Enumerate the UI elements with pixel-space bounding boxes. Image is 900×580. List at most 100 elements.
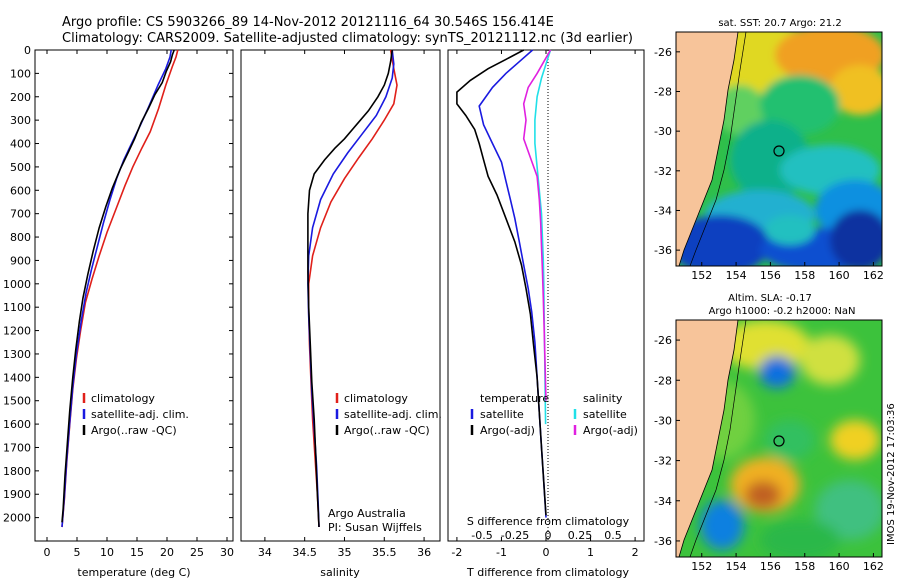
imos-stamp: IMOS 19-Nov-2012 17:03:36	[886, 403, 897, 545]
x-tick-label: 20	[160, 546, 174, 559]
map-y-tick-label: -34	[654, 495, 672, 508]
salinity-legend: climatology satellite-adj. clim. Argo(..…	[335, 392, 442, 437]
sst-map-isobath	[689, 32, 747, 266]
x-tick-label: 34	[258, 546, 272, 559]
legend-label-satellite: satellite-adj. clim.	[344, 408, 442, 421]
depth-tick-label: 200	[10, 91, 31, 104]
series-line-s-argo-adj-	[522, 49, 552, 401]
sla-map-land	[676, 320, 739, 557]
map-x-tick-label: 158	[794, 560, 815, 573]
map-y-tick-label: -28	[654, 374, 672, 387]
depth-tick-label: 1500	[3, 395, 31, 408]
legend-label-s-argo: Argo(-adj)	[583, 424, 638, 437]
x-tick-label: 35.5	[372, 546, 397, 559]
salinity-axes-box	[240, 49, 441, 542]
legend-label-s-satellite: satellite	[583, 408, 627, 421]
depth-tick-label: 400	[10, 138, 31, 151]
depth-tick-label: 1800	[3, 465, 31, 478]
sla-map-title: Altim. SLA: -0.17	[728, 293, 812, 304]
sla-map-panel: Altim. SLA: -0.17 Argo h1000: -0.2 h2000…	[654, 293, 884, 573]
s-diff-tick-label: 0	[545, 529, 552, 542]
series-line-satellite-adj-clim-	[61, 49, 172, 528]
sst-map-frame	[675, 31, 883, 267]
sst-map-land	[676, 32, 739, 266]
x-tick-label: -2	[451, 546, 462, 559]
x-tick-label: 2	[632, 546, 639, 559]
x-tick-label: 15	[130, 546, 144, 559]
x-tick-label: 10	[100, 546, 114, 559]
series-line-climatology	[307, 49, 398, 528]
salinity-note-1: Argo Australia	[328, 507, 406, 520]
series-line-t-argo-adj-	[456, 49, 547, 516]
s-diff-tick-label: 0.5	[604, 529, 622, 542]
x-tick-label: 35	[337, 546, 351, 559]
depth-tick-label: 900	[10, 254, 31, 267]
x-tick-label: 1	[587, 546, 594, 559]
sla-map-isobath	[689, 320, 747, 557]
map-x-tick-label: 154	[726, 560, 747, 573]
difference-legend: temperature salinity satellite Argo(-adj…	[470, 392, 638, 437]
map-y-tick-label: -26	[654, 334, 672, 347]
depth-tick-label: 1400	[3, 371, 31, 384]
map-y-tick-label: -26	[654, 46, 672, 59]
salinity-xlabel: salinity	[320, 566, 360, 579]
sst-map-axes: 152 154 156 158 160 162 -26 -28 -30 -32 -34 -36	[654, 46, 884, 282]
map-y-tick-label: -32	[654, 455, 672, 468]
s-diff-tick-label: -0.25	[501, 529, 529, 542]
sla-map-subtitle: Argo h1000: -0.2 h2000: NaN	[709, 306, 856, 317]
x-tick-label: -1	[496, 546, 507, 559]
legend-title-salinity: salinity	[583, 392, 623, 405]
s-diff-tick-label: 0.25	[568, 529, 593, 542]
x-tick-label: 34.5	[292, 546, 317, 559]
sst-map-field	[676, 32, 882, 266]
map-y-tick-label: -36	[654, 535, 672, 548]
legend-label-argo: Argo(..raw -QC)	[91, 424, 177, 437]
map-x-tick-label: 152	[691, 560, 712, 573]
x-tick-label: 25	[190, 546, 204, 559]
depth-tick-label: 0	[24, 44, 31, 57]
map-y-tick-label: -30	[654, 125, 672, 138]
depth-tick-label: 800	[10, 231, 31, 244]
difference-axes-box	[447, 49, 645, 542]
sla-map-frame	[675, 319, 883, 558]
sla-map-argo-marker	[773, 435, 785, 447]
map-x-tick-label: 160	[829, 560, 850, 573]
sst-map-argo-marker	[773, 145, 785, 157]
legend-label-climatology: climatology	[91, 392, 155, 405]
header-line1: Argo profile: CS 5903266_89 14-Nov-2012 …	[62, 15, 554, 30]
salinity-difference-axis: -0.5 -0.25 0 0.25 0.5	[471, 529, 621, 542]
x-tick-label: 36	[417, 546, 431, 559]
depth-tick-label: 300	[10, 114, 31, 127]
depth-tick-label: 1200	[3, 325, 31, 338]
x-tick-label: 5	[74, 546, 81, 559]
legend-title-temperature: temperature	[480, 392, 549, 405]
difference-panel: -2 -1 0 1 2 -0.5 -0.25 0 0.25 0.5 temperature sa…	[447, 49, 645, 579]
map-y-tick-label: -28	[654, 85, 672, 98]
sst-map-panel: sat. SST: 20.7 Argo: 21.2	[654, 18, 884, 282]
depth-tick-label: 1900	[3, 488, 31, 501]
salinity-note-2: PI: Susan Wijffels	[328, 521, 422, 534]
map-x-tick-label: 158	[794, 269, 815, 282]
difference-x-axis: -2 -1 0 1 2	[451, 50, 639, 559]
salinity-panel: 34 34.5 35 35.5 36 climatology satellite-adj…	[240, 49, 442, 579]
x-tick-label: 0	[44, 546, 51, 559]
series-line-argo-raw-qc-	[61, 49, 175, 523]
s-diff-tick-label: -0.5	[471, 529, 492, 542]
legend-label-climatology: climatology	[344, 392, 408, 405]
difference-series	[456, 49, 552, 518]
depth-tick-label: 2000	[3, 512, 31, 525]
sla-map-axes: 152 154 156 158 160 162 -26 -28 -30 -32 -34 -36	[654, 334, 884, 573]
depth-tick-label: 600	[10, 184, 31, 197]
map-y-tick-label: -36	[654, 244, 672, 257]
depth-tick-label: 1300	[3, 348, 31, 361]
depth-tick-label: 1100	[3, 301, 31, 314]
legend-label-t-argo: Argo(-adj)	[480, 424, 535, 437]
salinity-series	[307, 49, 398, 528]
depth-tick-label: 700	[10, 208, 31, 221]
depth-tick-label: 1700	[3, 441, 31, 454]
temperature-series	[61, 49, 179, 528]
map-y-tick-label: -30	[654, 414, 672, 427]
depth-tick-label: 100	[10, 67, 31, 80]
map-x-tick-label: 162	[863, 269, 884, 282]
